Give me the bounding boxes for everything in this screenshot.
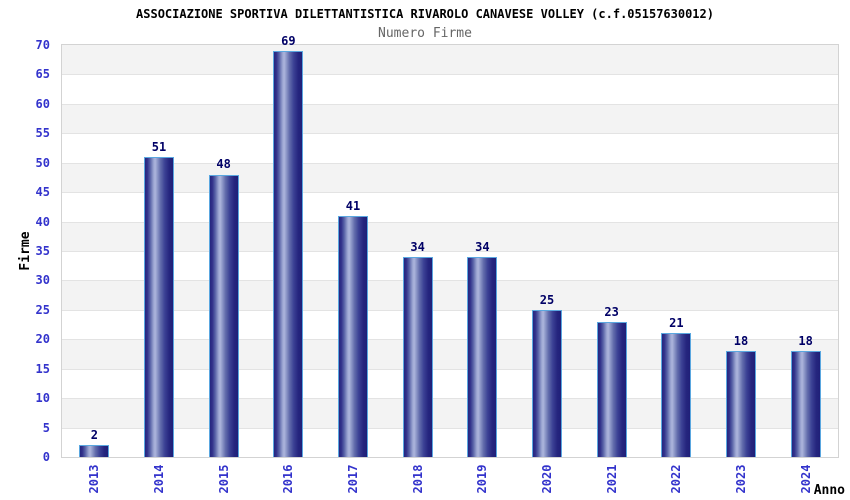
bar-value-label: 41 xyxy=(345,198,361,213)
grid-band xyxy=(62,427,838,457)
grid-band xyxy=(62,368,838,399)
gridline xyxy=(62,221,838,223)
grid-band xyxy=(62,251,838,281)
bar xyxy=(273,50,304,457)
gridline xyxy=(62,103,838,105)
grid-band xyxy=(62,339,838,369)
grid-band xyxy=(62,103,838,134)
y-tick-label: 0 xyxy=(42,450,50,464)
x-axis-title: Anno xyxy=(813,483,845,498)
y-tick-label: 50 xyxy=(35,155,50,170)
bar xyxy=(532,309,562,457)
bar-value-label: 48 xyxy=(216,157,231,172)
plot-area: 2 51 48 69 41 34 34 25 23 21 18 18 xyxy=(61,34,839,458)
gridline xyxy=(62,133,838,135)
grid-band xyxy=(62,45,838,75)
grid-band xyxy=(62,398,838,428)
gridline xyxy=(62,162,838,164)
bar xyxy=(208,174,239,457)
bar-value-label: 25 xyxy=(539,292,555,307)
bar-value-label: 21 xyxy=(669,316,684,331)
chart-subtitle: Numero Firme xyxy=(378,26,472,41)
grid-band xyxy=(62,162,838,193)
gridline xyxy=(62,280,838,282)
gridline xyxy=(62,251,838,252)
bar-value-label: 23 xyxy=(604,304,619,319)
x-tick-label: 2023 xyxy=(734,464,748,494)
y-tick-label: 35 xyxy=(35,244,50,258)
bar-value-label: 18 xyxy=(798,334,813,349)
bar-value-label: 18 xyxy=(733,334,749,349)
bar xyxy=(596,321,627,457)
grid-band xyxy=(62,192,838,222)
y-tick-label: 55 xyxy=(35,126,50,141)
bar-value-label: 69 xyxy=(281,33,296,48)
y-tick-label: 10 xyxy=(35,391,50,406)
x-tick-label: 2017 xyxy=(346,464,360,494)
gridline xyxy=(62,398,838,400)
grid-band xyxy=(62,133,838,163)
x-tick-label: 2013 xyxy=(87,464,102,494)
bar-value-label: 34 xyxy=(475,239,490,254)
grid-band xyxy=(62,74,838,104)
gridline xyxy=(62,368,838,370)
x-tick-label: 2019 xyxy=(475,464,490,494)
x-tick-label: 2020 xyxy=(540,464,554,494)
bar xyxy=(790,351,821,457)
bar-value-label: 51 xyxy=(151,139,167,154)
bar-value-label: 34 xyxy=(410,239,425,254)
bar xyxy=(726,351,756,457)
bar xyxy=(467,256,498,457)
y-tick-label: 45 xyxy=(35,185,50,200)
bar xyxy=(402,256,433,457)
y-tick-label: 65 xyxy=(35,67,50,82)
x-tick-label: 2022 xyxy=(669,464,684,494)
y-tick-label: 5 xyxy=(42,420,50,435)
x-tick-label: 2018 xyxy=(410,464,425,494)
x-tick-label: 2014 xyxy=(152,464,166,494)
y-tick-label: 70 xyxy=(35,38,50,52)
y-tick-label: 15 xyxy=(35,361,50,376)
y-tick-label: 30 xyxy=(35,273,50,288)
bar-value-label: 2 xyxy=(90,428,98,443)
gridline xyxy=(62,309,838,311)
chart-title: ASSOCIAZIONE SPORTIVA DILETTANTISTICA RI… xyxy=(136,7,714,21)
grid-band xyxy=(62,280,838,310)
bar xyxy=(79,445,110,457)
gridline xyxy=(62,192,838,194)
x-tick-label: 2016 xyxy=(281,464,296,494)
bar xyxy=(661,333,692,457)
y-tick-label: 25 xyxy=(35,302,50,317)
y-tick-label: 20 xyxy=(35,332,50,347)
y-tick-label: 60 xyxy=(35,96,50,111)
grid-band xyxy=(62,221,838,251)
y-tick-label: 40 xyxy=(35,214,50,229)
x-tick-label: 2021 xyxy=(604,464,619,494)
bar xyxy=(144,156,174,457)
gridline xyxy=(62,339,838,341)
gridline xyxy=(62,74,838,76)
bar xyxy=(338,215,368,457)
gridline xyxy=(62,427,838,429)
x-tick-label: 2015 xyxy=(216,464,231,494)
grid-band xyxy=(62,309,838,340)
